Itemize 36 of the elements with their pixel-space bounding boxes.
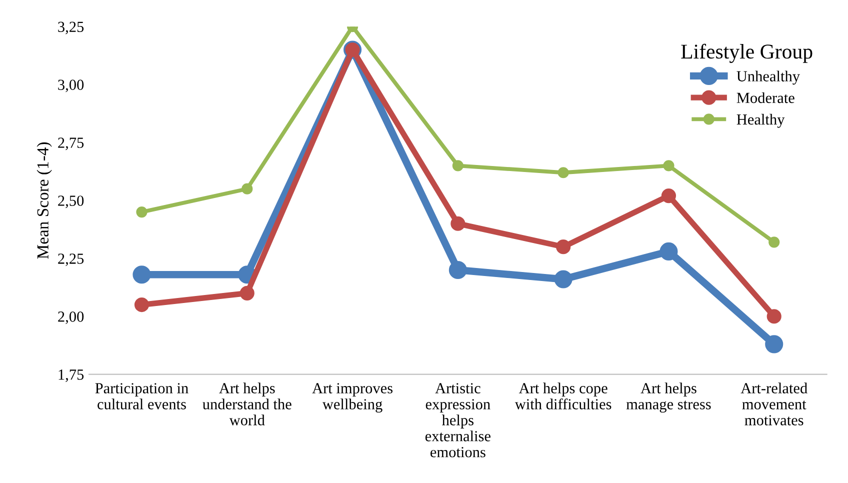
- y-tick-label: 2,00: [58, 312, 84, 324]
- x-tick-label: Art helps manage stress: [626, 382, 711, 413]
- y-axis-title: Mean Score (1-4): [36, 142, 52, 259]
- point: [136, 206, 148, 218]
- point: [448, 260, 467, 280]
- point: [450, 216, 466, 231]
- point: [134, 297, 150, 312]
- y-tick-label: 3,00: [58, 80, 84, 92]
- x-tick-label: Art improves wellbeing: [312, 383, 392, 413]
- y-tick-label: 2,25: [58, 254, 84, 266]
- point: [132, 266, 151, 284]
- point: [452, 160, 464, 172]
- point: [660, 242, 678, 260]
- x-tick-label: Art helps understand the world: [202, 382, 292, 426]
- x-tick-label: Participation in cultural events: [95, 383, 188, 410]
- point: [242, 183, 253, 194]
- point: [768, 236, 780, 248]
- y-tick-label: 2,50: [58, 196, 84, 208]
- point: [240, 286, 254, 300]
- x-tick-label: Artistic expression helps externalise emotions: [425, 383, 490, 458]
- point: [661, 188, 676, 204]
- legend-label: Unhealthy: [736, 70, 800, 85]
- point: [554, 270, 572, 288]
- legend-title: Lifestyle Group: [681, 44, 812, 63]
- legend-label: Healthy: [736, 114, 785, 128]
- x-tick-label: Art-related movement motivates: [740, 382, 808, 426]
- point: [766, 309, 782, 324]
- y-tick-label: 1,75: [58, 370, 84, 382]
- point: [765, 335, 784, 354]
- x-tick-label: Art helps cope with difficulties: [514, 382, 612, 410]
- legend-label: Moderate: [736, 92, 794, 104]
- y-tick-label: 2,75: [58, 138, 84, 150]
- point: [558, 167, 569, 178]
- point: [663, 160, 674, 172]
- point: [556, 240, 571, 254]
- y-tick-label: 3,25: [58, 22, 84, 34]
